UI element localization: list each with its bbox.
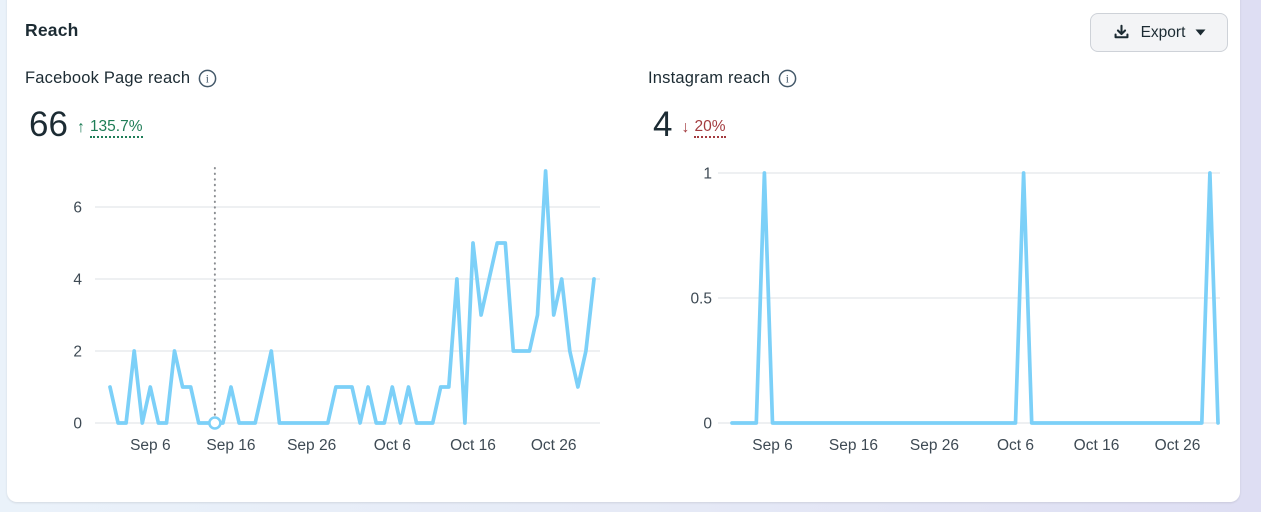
- page-title: Reach: [25, 20, 79, 40]
- svg-text:Sep 6: Sep 6: [752, 437, 793, 454]
- panel-title-instagram: Instagram reach i: [648, 69, 797, 88]
- trend-up-arrow-icon: ↑: [76, 119, 85, 137]
- svg-text:i: i: [786, 74, 789, 86]
- svg-text:Oct 6: Oct 6: [997, 437, 1034, 454]
- svg-text:Oct 26: Oct 26: [531, 437, 577, 454]
- svg-text:6: 6: [73, 200, 82, 217]
- trend-instagram: ↓ 20%: [681, 118, 726, 138]
- svg-text:Sep 26: Sep 26: [910, 437, 959, 454]
- panel-title-facebook-label: Facebook Page reach: [25, 69, 191, 87]
- trend-percent-instagram[interactable]: 20%: [694, 118, 726, 138]
- trend-facebook: ↑ 135.7%: [77, 118, 143, 138]
- svg-text:Sep 16: Sep 16: [829, 437, 878, 454]
- svg-text:Sep 6: Sep 6: [130, 437, 171, 454]
- panel-title-instagram-label: Instagram reach: [648, 69, 771, 87]
- svg-text:0: 0: [703, 416, 712, 433]
- metric-facebook: 66 ↑ 135.7%: [29, 106, 143, 143]
- facebook-reach-chart[interactable]: 0 2 4 6 Sep 6 Sep 16 Sep 26 Oct 6 Oct 16 Oct 26: [55, 163, 605, 463]
- svg-text:Oct 16: Oct 16: [1074, 437, 1120, 454]
- download-icon: [1112, 23, 1131, 42]
- trend-percent-facebook[interactable]: 135.7%: [89, 118, 143, 138]
- svg-text:2: 2: [73, 344, 82, 361]
- svg-text:i: i: [206, 74, 209, 86]
- export-button-label: Export: [1140, 23, 1186, 41]
- info-icon[interactable]: i: [198, 69, 217, 88]
- instagram-reach-chart[interactable]: 0 0.5 1 Sep 6 Sep 16 Sep 26 Oct 6 Oct 16 Oct 26: [680, 163, 1230, 463]
- metric-value-instagram: 4: [653, 105, 673, 144]
- caret-down-icon: [1195, 29, 1206, 36]
- svg-text:1: 1: [703, 166, 712, 183]
- svg-text:Sep 16: Sep 16: [206, 437, 255, 454]
- metric-value-facebook: 66: [29, 105, 68, 144]
- export-button[interactable]: Export: [1090, 13, 1228, 52]
- svg-text:Oct 6: Oct 6: [374, 437, 411, 454]
- svg-text:4: 4: [73, 272, 82, 289]
- svg-text:Sep 26: Sep 26: [287, 437, 336, 454]
- info-icon[interactable]: i: [778, 69, 797, 88]
- panel-title-facebook: Facebook Page reach i: [25, 69, 217, 88]
- svg-text:Oct 16: Oct 16: [450, 437, 496, 454]
- svg-text:0.5: 0.5: [690, 291, 712, 308]
- trend-down-arrow-icon: ↓: [681, 119, 690, 137]
- svg-text:0: 0: [73, 416, 82, 433]
- metric-instagram: 4 ↓ 20%: [653, 106, 726, 143]
- svg-text:Oct 26: Oct 26: [1155, 437, 1201, 454]
